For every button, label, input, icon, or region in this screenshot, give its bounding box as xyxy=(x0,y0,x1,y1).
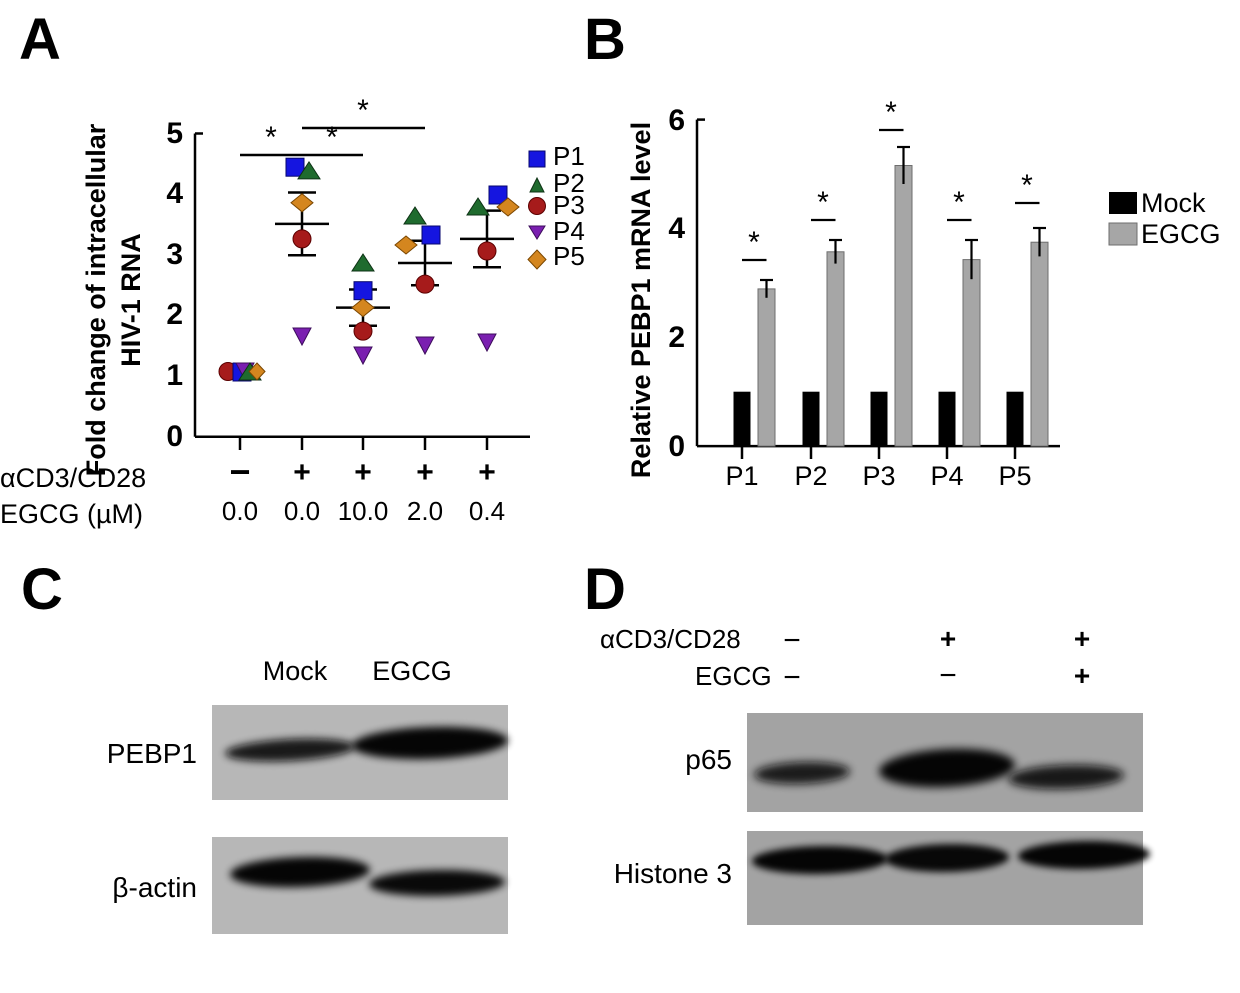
svg-text:EGCG (µM): EGCG (µM) xyxy=(0,499,143,529)
svg-text:−: − xyxy=(783,624,801,657)
svg-text:+: + xyxy=(478,456,496,489)
svg-text:EGCG: EGCG xyxy=(372,656,452,686)
svg-text:6: 6 xyxy=(668,104,685,137)
svg-text:Fold change of intracellular: Fold change of intracellular xyxy=(81,123,111,476)
svg-text:+: + xyxy=(416,456,434,489)
svg-text:*: * xyxy=(885,96,897,129)
svg-text:1: 1 xyxy=(166,359,183,392)
svg-text:2.0: 2.0 xyxy=(407,496,443,526)
svg-text:*: * xyxy=(953,186,965,219)
svg-text:2: 2 xyxy=(668,321,685,354)
svg-text:P3: P3 xyxy=(862,461,895,491)
svg-text:*: * xyxy=(357,94,369,127)
svg-text:0.0: 0.0 xyxy=(284,496,320,526)
svg-text:0: 0 xyxy=(166,420,183,453)
svg-text:P5: P5 xyxy=(998,461,1031,491)
svg-text:2: 2 xyxy=(166,298,183,331)
svg-text:−: − xyxy=(229,451,250,492)
svg-text:PEBP1: PEBP1 xyxy=(107,738,197,769)
svg-text:Histone 3: Histone 3 xyxy=(614,858,732,889)
svg-text:β-actin: β-actin xyxy=(112,872,197,903)
svg-text:EGCG: EGCG xyxy=(695,661,772,691)
svg-text:10.0: 10.0 xyxy=(338,496,389,526)
svg-text:P2: P2 xyxy=(794,461,827,491)
svg-text:p65: p65 xyxy=(685,744,732,775)
svg-text:*: * xyxy=(817,186,829,219)
svg-text:EGCG: EGCG xyxy=(1141,219,1221,249)
svg-text:*: * xyxy=(1021,169,1033,202)
svg-text:5: 5 xyxy=(166,117,183,150)
svg-text:HIV-1 RNA: HIV-1 RNA xyxy=(116,233,146,367)
svg-text:+: + xyxy=(1074,623,1090,654)
svg-text:P1: P1 xyxy=(725,461,758,491)
svg-text:+: + xyxy=(354,456,372,489)
svg-text:3: 3 xyxy=(166,238,183,271)
svg-text:Relative PEBP1 mRNA level: Relative PEBP1 mRNA level xyxy=(630,122,656,478)
svg-text:0.4: 0.4 xyxy=(469,496,505,526)
svg-text:αCD3/CD28: αCD3/CD28 xyxy=(600,624,741,654)
svg-text:−: − xyxy=(783,661,801,694)
svg-text:0: 0 xyxy=(668,430,685,463)
svg-text:P4: P4 xyxy=(930,461,963,491)
svg-text:*: * xyxy=(265,121,277,154)
svg-text:+: + xyxy=(940,623,956,654)
svg-text:4: 4 xyxy=(668,212,685,245)
svg-text:Mock: Mock xyxy=(1141,188,1206,218)
svg-text:P5: P5 xyxy=(553,241,585,271)
svg-text:P1: P1 xyxy=(553,141,585,171)
svg-text:4: 4 xyxy=(166,177,183,210)
svg-text:−: − xyxy=(939,659,957,692)
svg-text:+: + xyxy=(1074,660,1090,691)
svg-text:0.0: 0.0 xyxy=(222,496,258,526)
svg-text:+: + xyxy=(293,456,311,489)
svg-text:Mock: Mock xyxy=(263,656,328,686)
svg-text:*: * xyxy=(748,226,760,259)
svg-text:αCD3/CD28: αCD3/CD28 xyxy=(0,463,146,493)
svg-text:*: * xyxy=(326,121,338,154)
